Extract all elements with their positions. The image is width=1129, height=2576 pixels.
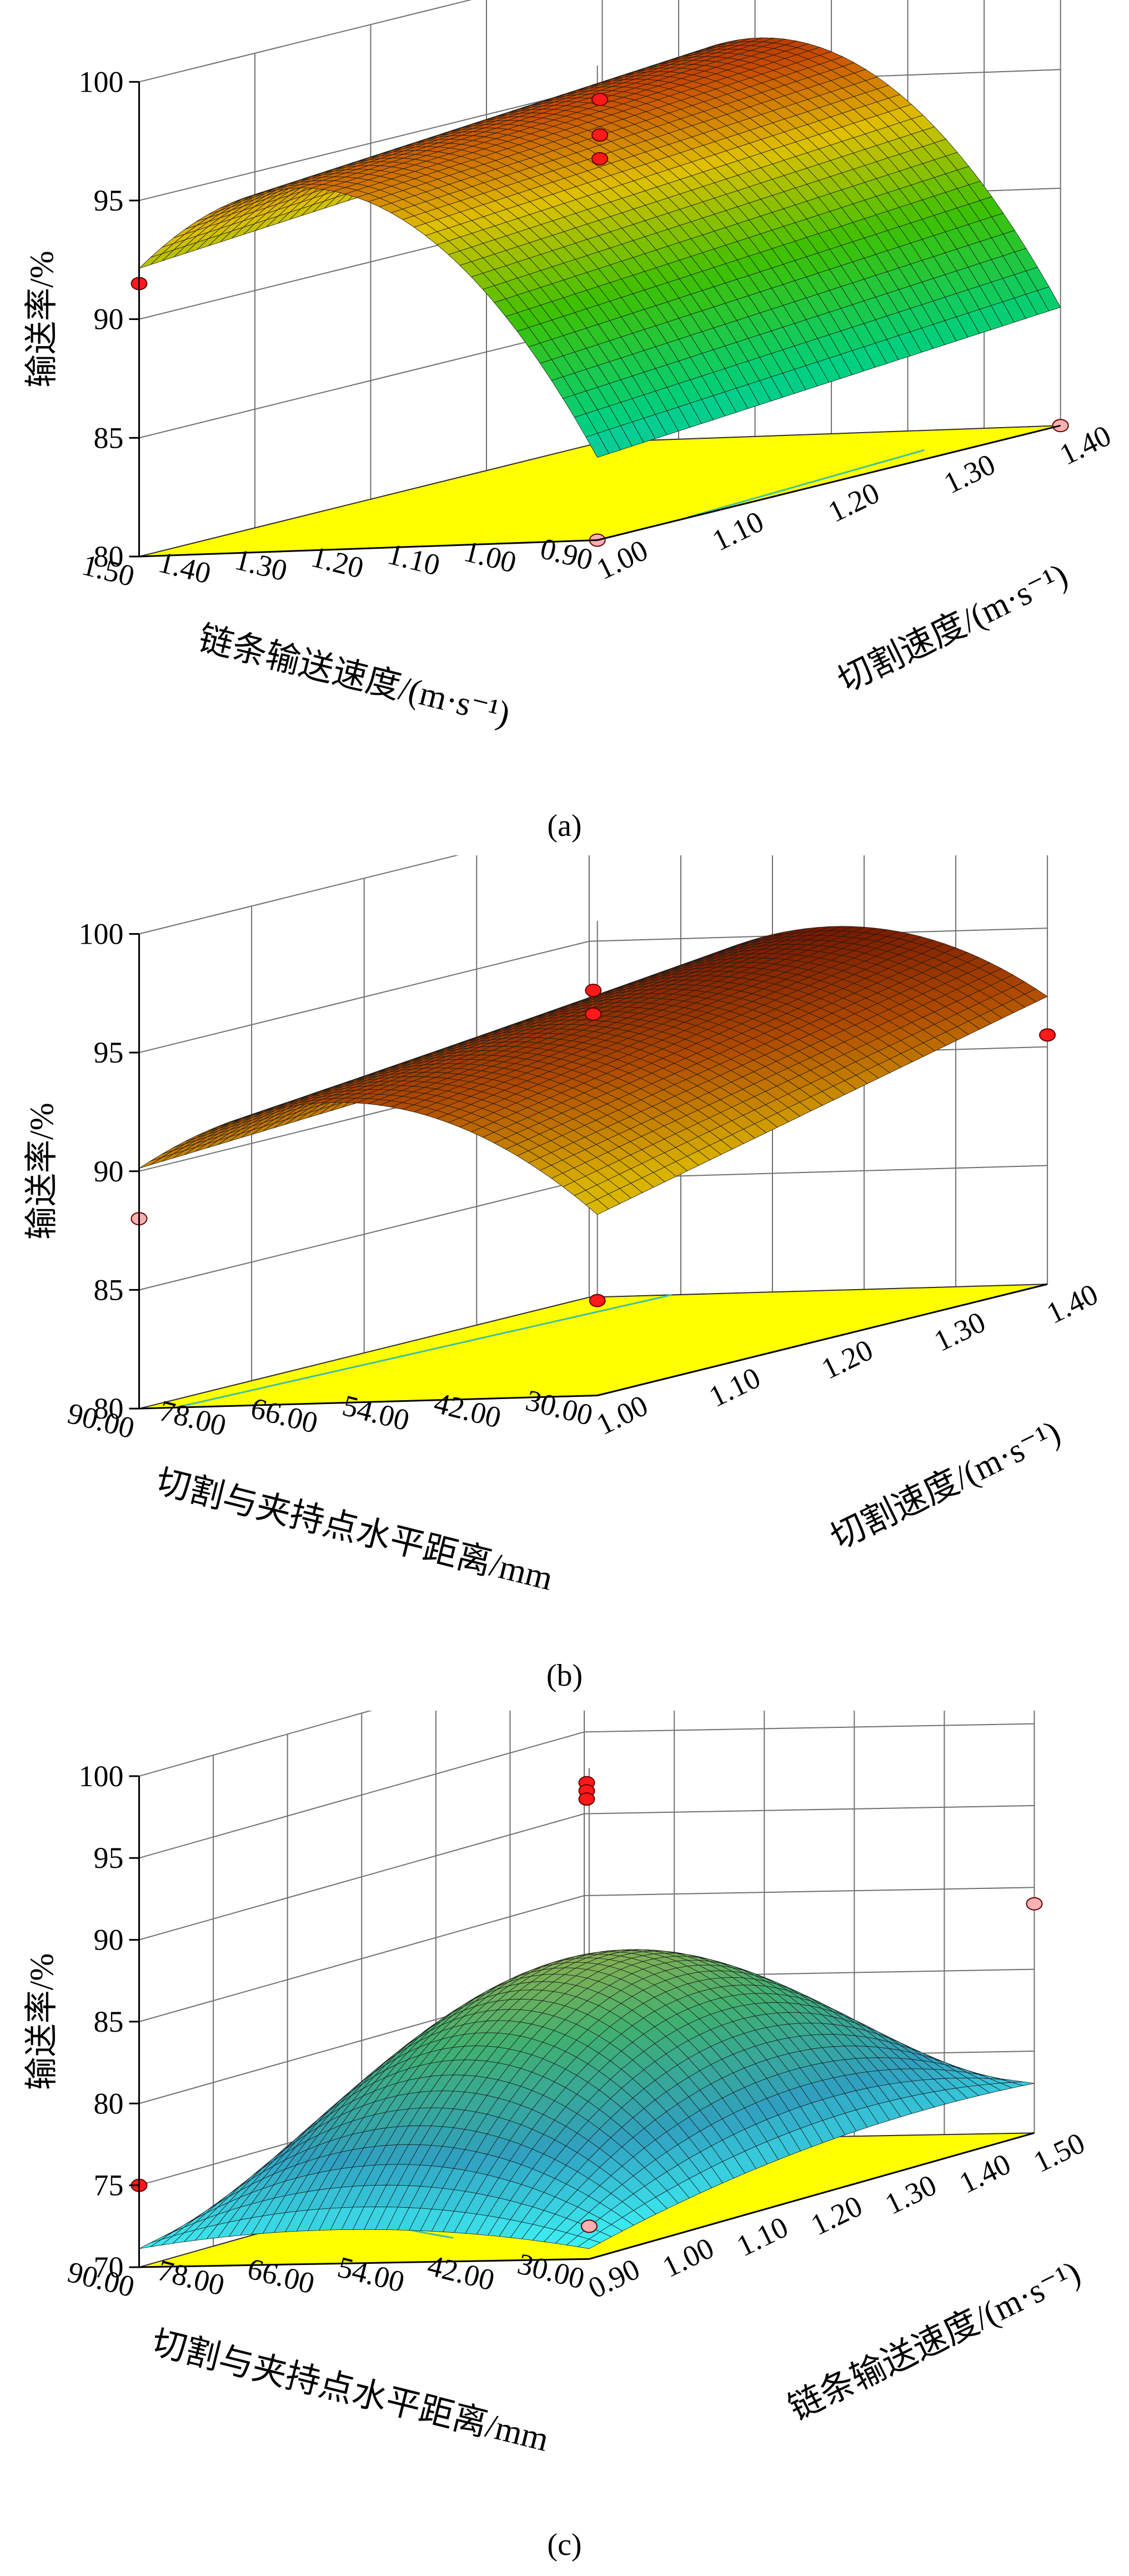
z-tick-label: 85 [93,2005,123,2038]
x-axis-title: 链条输送速度/(m·s⁻¹) [783,2254,1086,2428]
chart-panel-b: 80 85 90 95 100 1.00 1.10 1.20 1.30 1.40 30.00 42.0… [0,855,1129,1711]
design-point [585,984,602,998]
grid-line-z [139,1711,373,1777]
z-tick-label: 90 [93,1155,123,1188]
chart-panel-a: 80 85 90 95 100 1.00 1.10 1.20 1.30 1.40 0.90 1.00 1… [0,0,1129,855]
surface-mesh [139,37,1061,458]
design-point [591,128,609,142]
floor-contour-line [175,1294,672,1409]
axes [129,81,1061,558]
x-tick-label: 1.10 [731,2210,793,2263]
z-axis-title: 输送率/% [23,250,60,388]
design-points [131,984,1056,1307]
design-point [1026,1897,1043,1911]
surface-mesh [139,1949,1035,2249]
x-tick-label: 1.20 [806,2189,867,2242]
z-tick-label: 90 [93,303,123,336]
y-axis-line [139,539,598,558]
design-point [589,1294,606,1307]
design-point [578,1792,595,1806]
x-tick-label: 1.30 [880,2168,941,2221]
surface-plot-b: 808590951001.001.101.201.301.4030.0042.0… [23,855,1103,1598]
axes [129,933,1048,1410]
x-tick-label: 1.30 [939,447,1000,500]
x-tick-label: 1.10 [707,504,769,557]
z-tick-label: 80 [93,2087,123,2120]
grid-line-z [139,0,473,83]
floor-contour-line [687,449,925,518]
x-tick-label: 0.90 [583,2252,645,2305]
z-tick-label: 75 [93,2169,123,2202]
x-tick-label: 1.20 [816,1333,878,1386]
y-tick-label: 90.00 [64,1396,138,1445]
surface-plot-c: 70 75 80 85 90 95 100 0.90 1.00 1.10 1.20 1.30 1.40 1… [23,1711,1090,2459]
design-point [585,1007,602,1021]
y-tick-label: 1.50 [79,548,138,593]
z-tick-label: 80 [93,1392,123,1425]
grid-line-z [139,855,459,935]
surface-mesh [139,926,1048,1215]
y-tick-label: 90.00 [64,2255,138,2304]
z-tick-label: 95 [93,1841,123,1875]
grid-line-z [139,1805,1035,1941]
surface-plot-a: 808590951001.001.101.201.301.400.901.001… [23,0,1116,733]
x-tick-label: 1.00 [591,1389,653,1441]
y-axis-title: 切割与夹持点水平距离/mm [148,2323,552,2458]
caption-c: (c) [547,2528,582,2562]
x-tick-label: 1.50 [1028,2126,1090,2179]
z-tick-label: 90 [93,1923,123,1957]
z-tick-label: 85 [93,421,123,454]
x-axis-title: 切割速度/(m·s⁻¹) [825,1414,1066,1557]
z-tick-label: 100 [78,917,123,950]
x-tick-label: 1.10 [704,1361,765,1414]
z-tick-label: 85 [93,1273,123,1306]
design-point [591,93,609,107]
design-point [591,152,609,166]
chart-panel-c: 70 75 80 85 90 95 100 0.90 1.00 1.10 1.20 1.30 1.40 1… [0,1711,1129,2576]
y-axis-line [139,2258,589,2268]
axes [129,1775,1035,2268]
z-tick-label: 95 [93,184,123,217]
y-axis-line [139,1395,598,1410]
z-tick-label: 100 [78,1760,123,1793]
y-axis-title: 切割与夹持点水平距离/mm [152,1462,556,1597]
design-point [1039,1028,1056,1042]
x-tick-label: 1.00 [657,2231,719,2284]
x-tick-label: 1.20 [823,476,885,529]
z-axis-title: 输送率/% [23,1102,60,1240]
z-tick-label: 95 [93,1036,123,1069]
caption-a: (a) [547,809,582,843]
x-tick-label: 1.30 [929,1305,990,1358]
x-axis-line [589,2132,1035,2260]
design-point [580,2219,598,2233]
caption-b: (b) [546,1658,583,1693]
x-axis-line [597,424,1061,541]
z-tick-label: 100 [78,65,123,98]
z-axis-title: 输送率/% [23,1953,60,2091]
design-points [131,1776,1043,2233]
x-tick-label: 1.40 [1041,1277,1103,1330]
z-tick-label: 80 [93,540,123,573]
x-axis-line [597,1283,1048,1396]
x-axis-title: 切割速度/(m·s⁻¹) [832,557,1073,700]
y-axis-title: 链条输送速度/(m·s⁻¹) [195,619,514,733]
x-tick-label: 1.40 [954,2147,1016,2200]
z-tick-label: 70 [93,2251,123,2284]
